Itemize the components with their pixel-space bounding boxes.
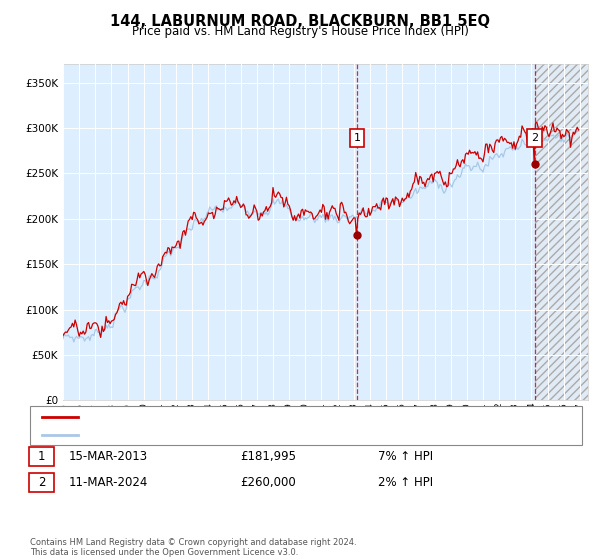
Text: HPI: Average price, detached house, Blackburn with Darwen: HPI: Average price, detached house, Blac… [84, 430, 379, 440]
Text: 2: 2 [531, 133, 538, 143]
Text: 144, LABURNUM ROAD, BLACKBURN, BB1 5EQ (detached house): 144, LABURNUM ROAD, BLACKBURN, BB1 5EQ (… [84, 412, 401, 422]
Text: 2% ↑ HPI: 2% ↑ HPI [378, 475, 433, 489]
Bar [535, 64, 588, 400]
Text: 2: 2 [38, 475, 45, 489]
Text: £181,995: £181,995 [240, 450, 296, 464]
Text: 11-MAR-2024: 11-MAR-2024 [69, 475, 148, 489]
Text: 1: 1 [38, 450, 45, 464]
Text: £260,000: £260,000 [240, 475, 296, 489]
Text: 15-MAR-2013: 15-MAR-2013 [69, 450, 148, 464]
Text: Contains HM Land Registry data © Crown copyright and database right 2024.
This d: Contains HM Land Registry data © Crown c… [30, 538, 356, 557]
Text: Price paid vs. HM Land Registry's House Price Index (HPI): Price paid vs. HM Land Registry's House … [131, 25, 469, 38]
Text: 7% ↑ HPI: 7% ↑ HPI [378, 450, 433, 464]
Bar [535, 64, 588, 400]
Text: 144, LABURNUM ROAD, BLACKBURN, BB1 5EQ: 144, LABURNUM ROAD, BLACKBURN, BB1 5EQ [110, 14, 490, 29]
Bar [535, 64, 588, 400]
Text: 1: 1 [353, 133, 361, 143]
